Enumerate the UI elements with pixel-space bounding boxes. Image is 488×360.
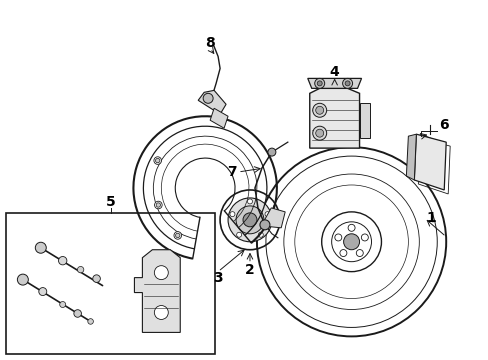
Circle shape (155, 158, 160, 163)
Circle shape (312, 126, 326, 140)
Circle shape (154, 306, 168, 319)
Circle shape (174, 231, 181, 239)
Polygon shape (198, 90, 225, 114)
Circle shape (88, 319, 93, 324)
Circle shape (334, 234, 341, 241)
Circle shape (317, 81, 322, 86)
Circle shape (77, 266, 83, 273)
Circle shape (315, 106, 323, 114)
Circle shape (345, 81, 349, 86)
Circle shape (361, 234, 367, 241)
Polygon shape (309, 88, 359, 148)
Circle shape (154, 157, 161, 165)
Circle shape (236, 232, 241, 237)
Circle shape (154, 266, 168, 280)
Circle shape (315, 129, 323, 137)
Circle shape (347, 224, 354, 231)
Circle shape (74, 310, 81, 317)
Circle shape (258, 232, 263, 237)
Circle shape (154, 201, 162, 209)
Circle shape (267, 148, 275, 156)
Circle shape (356, 249, 363, 257)
Polygon shape (359, 103, 369, 138)
Text: 1: 1 (426, 211, 435, 225)
Circle shape (343, 234, 359, 250)
Text: 5: 5 (105, 195, 115, 209)
Circle shape (39, 288, 47, 296)
Text: 2: 2 (244, 263, 254, 276)
Circle shape (227, 198, 271, 242)
Circle shape (175, 233, 180, 238)
Circle shape (342, 78, 352, 88)
Text: 6: 6 (439, 118, 448, 132)
Polygon shape (406, 134, 415, 180)
Circle shape (247, 199, 252, 204)
Circle shape (18, 274, 28, 285)
Bar (6, 213, 215, 354)
Circle shape (60, 302, 65, 307)
Circle shape (264, 212, 269, 217)
Circle shape (59, 257, 67, 265)
Circle shape (203, 93, 213, 103)
Circle shape (35, 242, 46, 253)
Circle shape (156, 203, 160, 207)
Polygon shape (210, 108, 227, 128)
Text: 4: 4 (329, 66, 339, 80)
Circle shape (229, 212, 234, 217)
Text: 3: 3 (213, 271, 223, 285)
Circle shape (339, 249, 346, 257)
Circle shape (93, 275, 100, 282)
Polygon shape (413, 134, 446, 190)
Circle shape (314, 78, 324, 88)
Circle shape (243, 213, 256, 227)
Polygon shape (261, 208, 285, 228)
Circle shape (312, 103, 326, 117)
Polygon shape (307, 78, 361, 88)
Circle shape (236, 206, 264, 234)
Text: 7: 7 (227, 165, 236, 179)
Circle shape (260, 220, 269, 230)
Text: 8: 8 (205, 36, 215, 50)
Polygon shape (134, 250, 180, 332)
